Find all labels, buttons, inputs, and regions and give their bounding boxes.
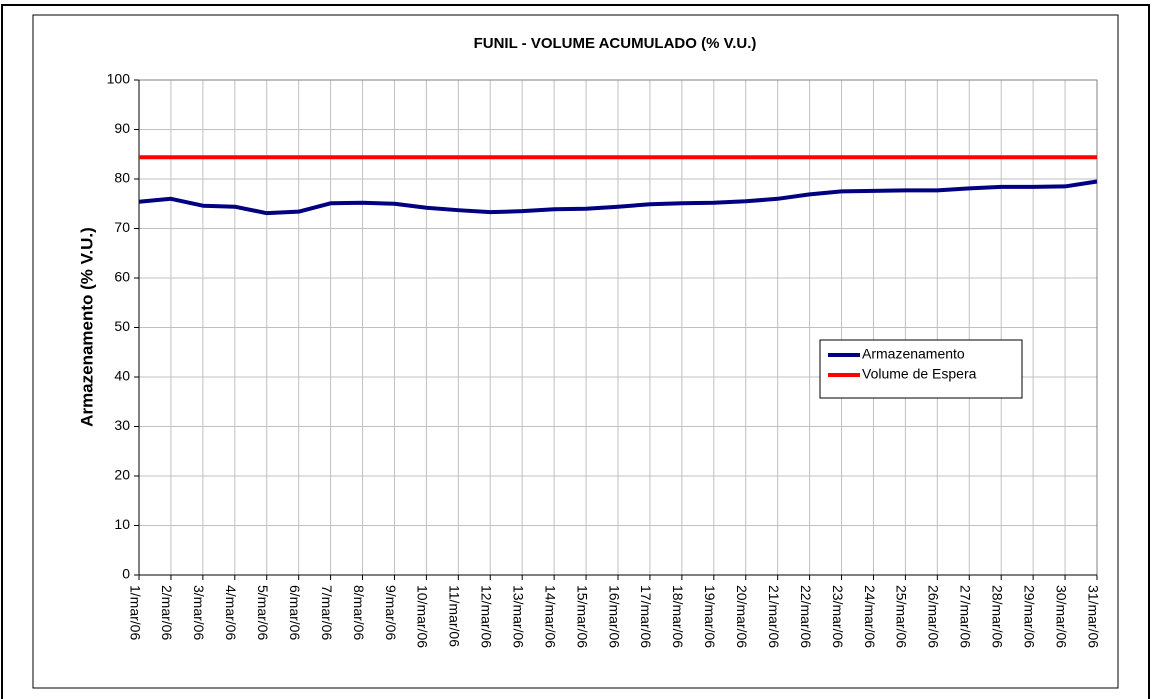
legend-box <box>819 339 1023 399</box>
y-axis-label: Armazenamento (% V.U.) <box>77 227 96 427</box>
x-tick-label: 8/mar/06 <box>351 585 367 640</box>
x-tick-label: 16/mar/06 <box>606 585 622 648</box>
x-tick-label: 25/mar/06 <box>894 585 910 648</box>
y-tick-label: 100 <box>107 71 131 87</box>
x-tick-label: 18/mar/06 <box>670 585 686 648</box>
x-tick-label: 20/mar/06 <box>734 585 750 648</box>
y-tick-label: 0 <box>122 566 130 582</box>
x-tick-label: 13/mar/06 <box>510 585 526 648</box>
x-tick-label: 14/mar/06 <box>542 585 558 648</box>
x-tick-label: 21/mar/06 <box>766 585 782 648</box>
series-line <box>138 179 1098 216</box>
y-tick-label: 30 <box>114 417 130 433</box>
x-tick-label: 10/mar/06 <box>415 585 431 648</box>
x-tick-label: 3/mar/06 <box>191 585 207 640</box>
x-tick-label: 12/mar/06 <box>479 585 495 648</box>
x-tick-label: 9/mar/06 <box>383 585 399 640</box>
x-tick-label: 22/mar/06 <box>798 585 814 648</box>
x-tick-label: 27/mar/06 <box>958 585 974 648</box>
x-tick-label: 26/mar/06 <box>926 585 942 648</box>
y-tick-label: 80 <box>114 170 130 186</box>
legend-label: Armazenamento <box>862 346 965 362</box>
y-tick-label: 90 <box>114 120 130 136</box>
x-tick-label: 19/mar/06 <box>702 585 718 648</box>
x-tick-label: 23/mar/06 <box>830 585 846 648</box>
x-tick-label: 31/mar/06 <box>1085 585 1101 648</box>
x-tick-label: 30/mar/06 <box>1053 585 1069 648</box>
x-tick-label: 11/mar/06 <box>447 585 463 647</box>
x-tick-label: 5/mar/06 <box>255 585 271 640</box>
x-tick-label: 4/mar/06 <box>223 585 239 640</box>
x-tick-label: 1/mar/06 <box>127 585 143 640</box>
x-tick-label: 28/mar/06 <box>989 585 1005 648</box>
x-tick-label: 29/mar/06 <box>1021 585 1037 648</box>
x-tick-label: 7/mar/06 <box>319 585 335 640</box>
x-tick-label: 17/mar/06 <box>638 585 654 648</box>
x-tick-label: 2/mar/06 <box>159 585 175 640</box>
y-tick-label: 10 <box>114 516 130 532</box>
chart-title: FUNIL - VOLUME ACUMULADO (% V.U.) <box>474 35 757 52</box>
y-tick-label: 70 <box>114 219 130 235</box>
x-tick-label: 24/mar/06 <box>862 585 878 648</box>
x-tick-label: 15/mar/06 <box>574 585 590 648</box>
y-tick-label: 60 <box>114 269 130 285</box>
x-tick-label: 6/mar/06 <box>287 585 303 640</box>
y-tick-label: 40 <box>114 368 130 384</box>
y-tick-label: 50 <box>114 318 130 334</box>
y-tick-label: 20 <box>114 467 130 483</box>
legend-label: Volume de Espera <box>862 366 977 382</box>
